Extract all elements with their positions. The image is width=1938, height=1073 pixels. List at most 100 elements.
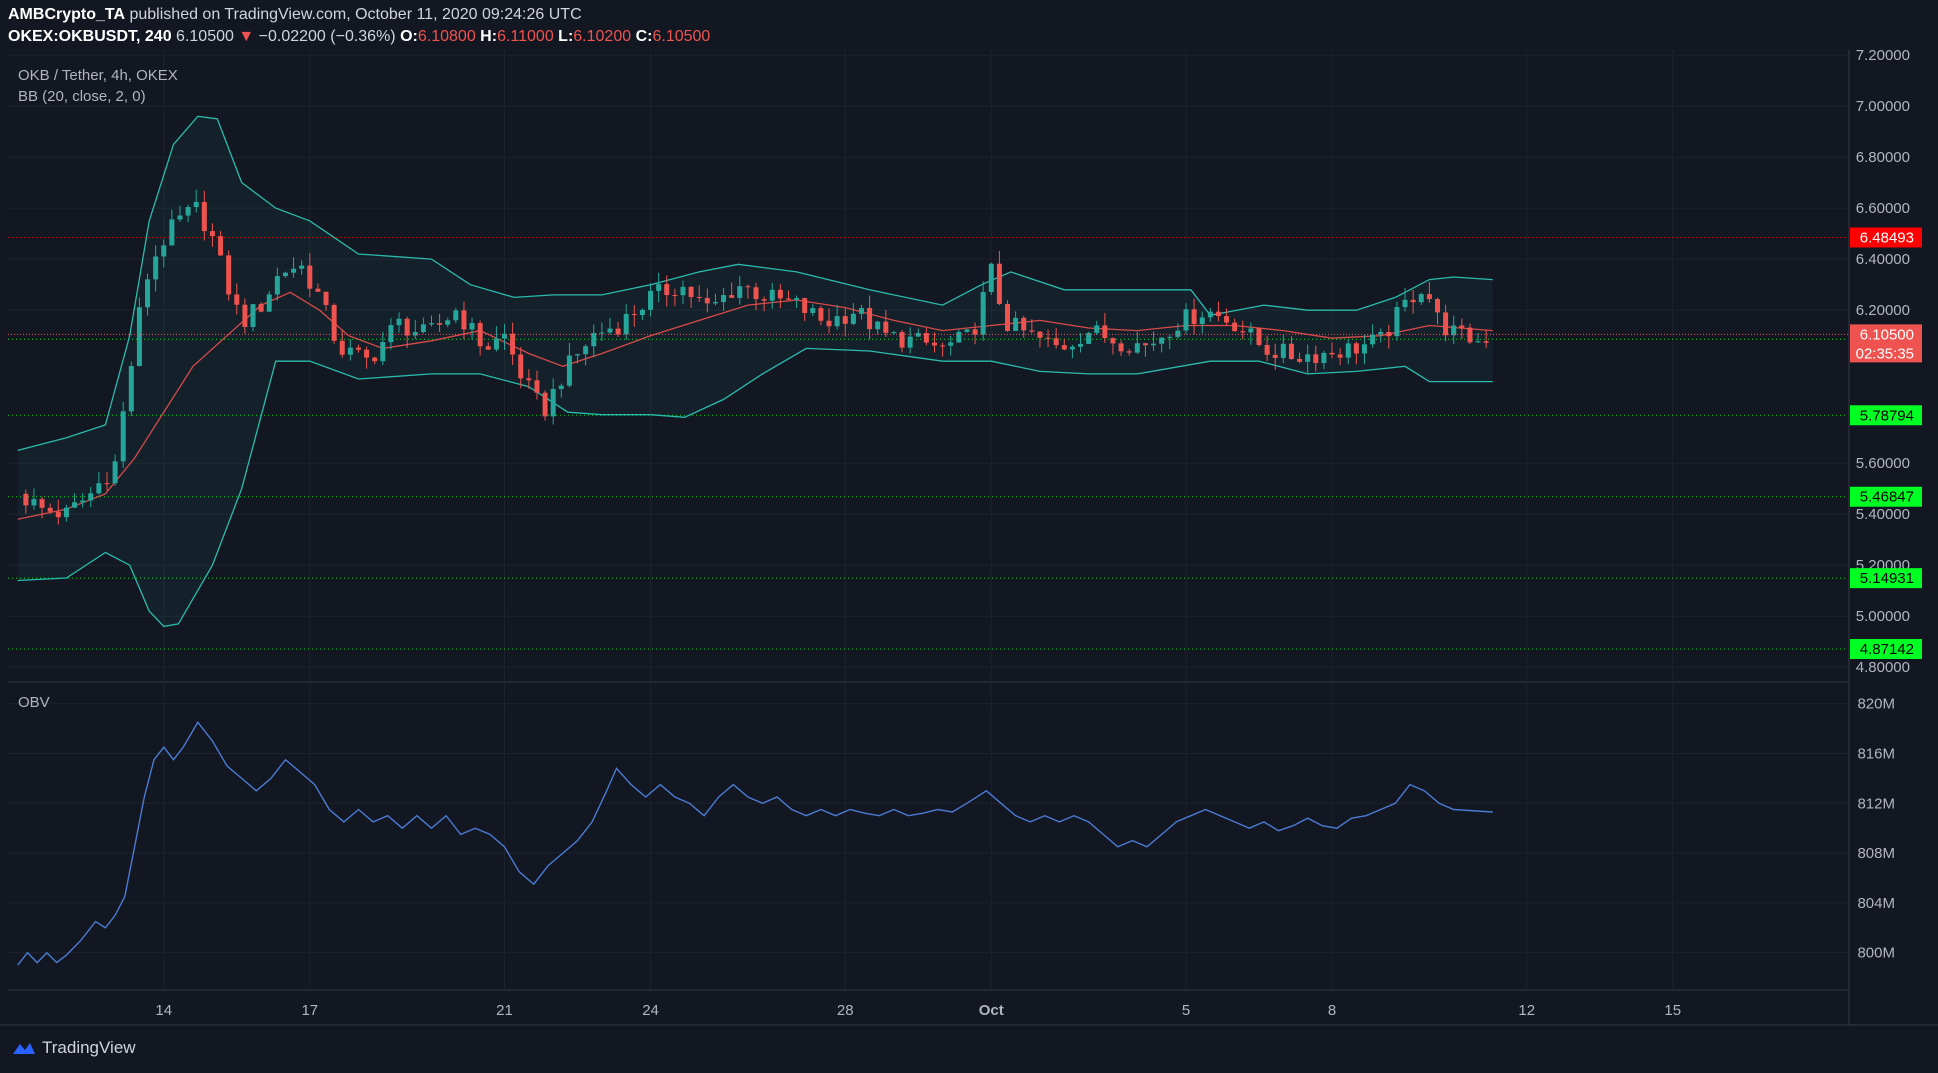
x-tick-label: 8 [1328,1002,1336,1019]
candle-body [88,493,94,501]
candle-body [1175,330,1181,337]
tradingview-brand[interactable]: TradingView [12,1038,136,1058]
open-value: 6.10800 [417,28,476,45]
candle-body [1329,352,1335,355]
publisher-name[interactable]: AMBCrypto_TA [8,6,126,23]
candle-body [1037,331,1043,338]
candle-body [445,320,451,325]
support-level-label: 5.78794 [1860,407,1914,424]
candle-body [1321,352,1327,363]
candle-body [1426,294,1432,300]
candle-body [1256,328,1262,345]
candle-body [209,231,215,237]
candle-body [802,298,808,313]
candle-body [226,255,232,295]
candle-body [201,202,207,232]
support-level-label-bg [1850,486,1922,507]
low-label: L: [558,28,574,45]
candle-body [1313,354,1319,363]
candle-body [599,332,605,334]
candle-body [988,263,994,292]
candle-body [1224,316,1230,323]
obv-legend[interactable]: OBV [18,694,50,711]
candle-body [923,333,929,343]
candle-body [396,318,402,326]
candle-body [234,294,240,305]
candle-body [112,461,118,484]
candle-body [1191,309,1197,325]
candle-body [591,332,597,347]
candle-body [120,411,126,462]
candle-body [1021,317,1027,331]
candle-body [818,308,824,321]
candle-body [842,316,848,324]
high-label: H: [480,28,498,45]
candle-body [347,347,353,355]
candle-body [526,378,532,381]
candle-body [291,268,297,273]
candle-body [153,256,159,280]
y-tick-label: 6.60000 [1856,200,1910,217]
candle-body [1102,325,1108,339]
candle-body [542,392,548,417]
candle-body [664,284,670,296]
support-level-label: 5.14931 [1860,570,1914,587]
candle-body [566,355,572,386]
candle-body [1248,328,1254,333]
candle-body [1402,299,1408,308]
x-tick-label: 28 [837,1002,854,1019]
candle-body [688,286,694,298]
y-tick-label: 5.40000 [1856,506,1910,523]
candle-body [161,245,167,257]
candle-body [242,304,248,327]
countdown-label: 02:35:35 [1856,345,1914,362]
y-tick-label: 6.80000 [1856,149,1910,166]
candle-body [510,333,516,355]
candle-body [704,297,710,304]
bb-upper-line [17,115,1493,452]
candle-body [1337,354,1343,358]
support-level-label-bg [1850,405,1922,426]
candle-body [648,290,654,310]
down-triangle-icon: ▼ [238,28,255,45]
candle-body [558,385,564,389]
candle-body [31,499,37,506]
candle-body [972,329,978,335]
candle-body [323,291,329,306]
brand-label: TradingView [42,1038,136,1057]
candle-body [145,279,151,308]
candle-body [1126,351,1132,353]
x-tick-label: 17 [301,1002,318,1019]
candle-body [867,308,873,330]
candle-body [299,265,305,269]
candle-body [623,313,629,335]
candle-body [1297,358,1303,362]
candle-body [1361,344,1367,354]
candle-body [1418,294,1424,303]
candle-body [1378,331,1384,335]
candle-body [1467,327,1473,343]
candle-body [753,287,759,300]
y-tick-label: 6.20000 [1856,302,1910,319]
candle-body [1078,343,1084,347]
candle-body [729,295,735,298]
obv-tick-label: 808M [1857,845,1895,862]
candle-body [1370,334,1376,345]
open-label: O: [400,28,418,45]
candle-body [1053,338,1059,346]
candle-body [469,323,475,330]
candle-body [1394,307,1400,337]
candle-body [428,323,434,325]
x-tick-label: 21 [496,1002,513,1019]
candle-body [1199,317,1205,325]
pair-legend[interactable]: OKB / Tether, 4h, OKEX [18,67,178,84]
candle-body [826,320,832,327]
candle-body [1264,344,1270,355]
candle-body [931,342,937,346]
bb-legend[interactable]: BB (20, close, 2, 0) [18,88,146,105]
symbol-label[interactable]: OKEX:OKBUSDT, 240 [8,28,172,45]
candle-body [996,263,1002,304]
obv-tick-label: 800M [1857,945,1895,962]
bb-fill [17,116,1493,627]
